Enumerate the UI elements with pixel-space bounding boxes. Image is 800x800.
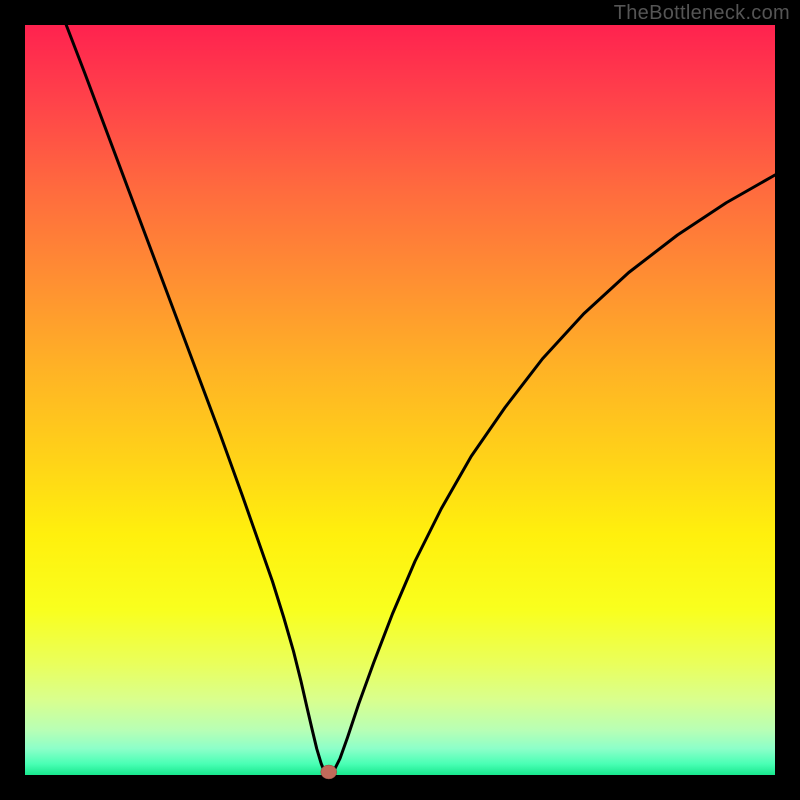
chart-background-gradient [25,25,775,775]
bottleneck-chart [0,0,800,800]
watermark-text: TheBottleneck.com [614,2,790,25]
minimum-marker [321,765,337,779]
chart-container: TheBottleneck.com [0,0,800,800]
